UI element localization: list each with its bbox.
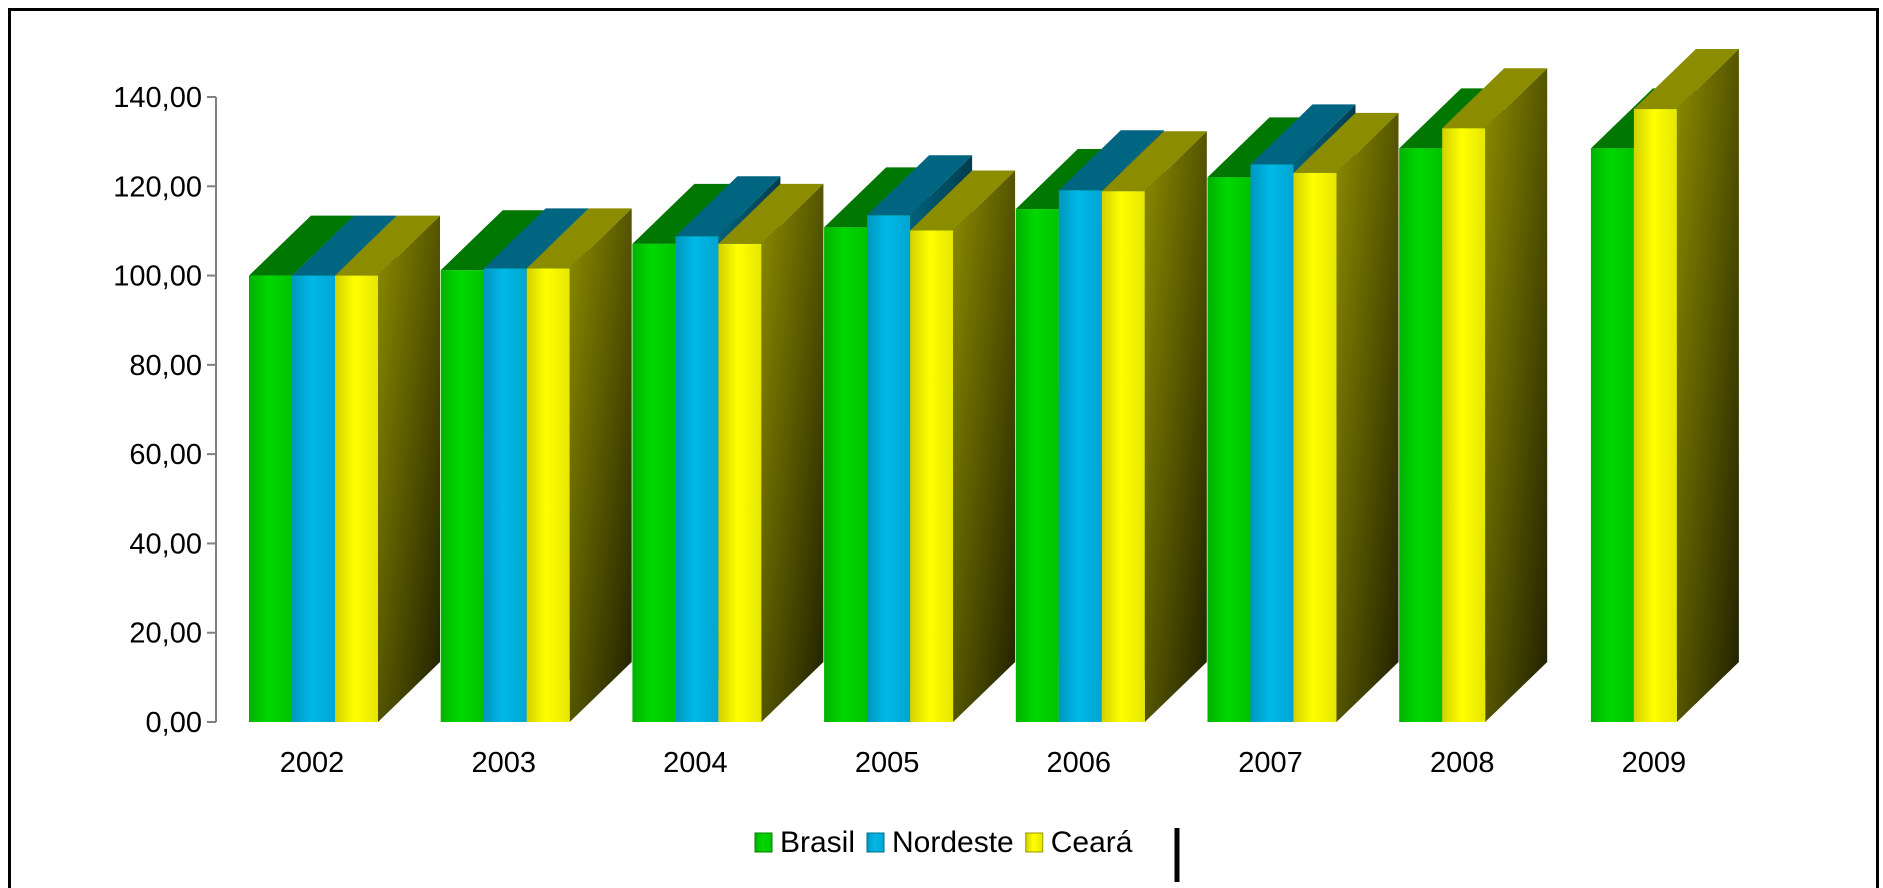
- y-tick-label: 80,00: [129, 350, 202, 382]
- bars-layer: [249, 49, 1739, 723]
- legend-swatch: [866, 832, 885, 853]
- x-tick-label: 2004: [663, 747, 728, 779]
- y-tick-label: 120,00: [113, 171, 202, 203]
- bar-cear-2008: [1442, 68, 1548, 722]
- x-tick-label: 2002: [280, 747, 345, 779]
- bar-cear-2004: [718, 183, 824, 722]
- bar-group-2009: [1590, 49, 1739, 722]
- bar-cear-2005: [910, 170, 1016, 722]
- bar-group-2002: [249, 215, 440, 723]
- bar-group-2005: [824, 155, 1016, 722]
- legend-item-brasil: Brasil: [754, 826, 855, 859]
- bar-cear-2006: [1101, 131, 1207, 723]
- legend-swatch: [1025, 832, 1044, 853]
- bar-group-2006: [1015, 130, 1207, 723]
- bar-group-2003: [440, 208, 632, 722]
- x-tick-label: 2008: [1430, 747, 1495, 779]
- y-tick-label: 60,00: [129, 439, 202, 471]
- bar-group-2004: [632, 176, 824, 723]
- bar-group-2007: [1207, 104, 1399, 723]
- bar-group-2008: [1399, 68, 1548, 722]
- y-axis: 0,00 20,00 40,00 60,00 80,00 100,00 120,00 140,…: [113, 82, 217, 739]
- legend-swatch: [754, 832, 773, 853]
- x-tick-label: 2009: [1622, 747, 1687, 779]
- y-tick-label: 140,00: [113, 82, 202, 114]
- x-tick-label: 2007: [1238, 747, 1303, 779]
- legend-label: Ceará: [1051, 826, 1133, 859]
- legend: Brasil Nordeste Ceará: [754, 826, 1180, 882]
- x-tick-label: 2005: [855, 747, 920, 779]
- bar-cear-2003: [526, 208, 632, 722]
- bar-cear-2009: [1633, 49, 1739, 722]
- x-tick-label: 2003: [471, 747, 536, 779]
- x-axis-labels: 2002 2003 2004 2005 2006 2007 2008 2009: [280, 747, 1686, 779]
- bar-cear-2002: [335, 215, 440, 723]
- y-tick-label: 20,00: [129, 618, 202, 650]
- legend-label: Brasil: [780, 826, 855, 859]
- y-tick-label: 0,00: [146, 707, 202, 739]
- y-tick-label: 100,00: [113, 261, 202, 293]
- legend-item-cear: Ceará: [1025, 826, 1133, 859]
- legend-item-nordeste: Nordeste: [866, 826, 1014, 859]
- legend-label: Nordeste: [892, 826, 1014, 859]
- bar-cear-2007: [1293, 112, 1399, 723]
- y-tick-label: 40,00: [129, 528, 202, 560]
- x-tick-label: 2006: [1047, 747, 1112, 779]
